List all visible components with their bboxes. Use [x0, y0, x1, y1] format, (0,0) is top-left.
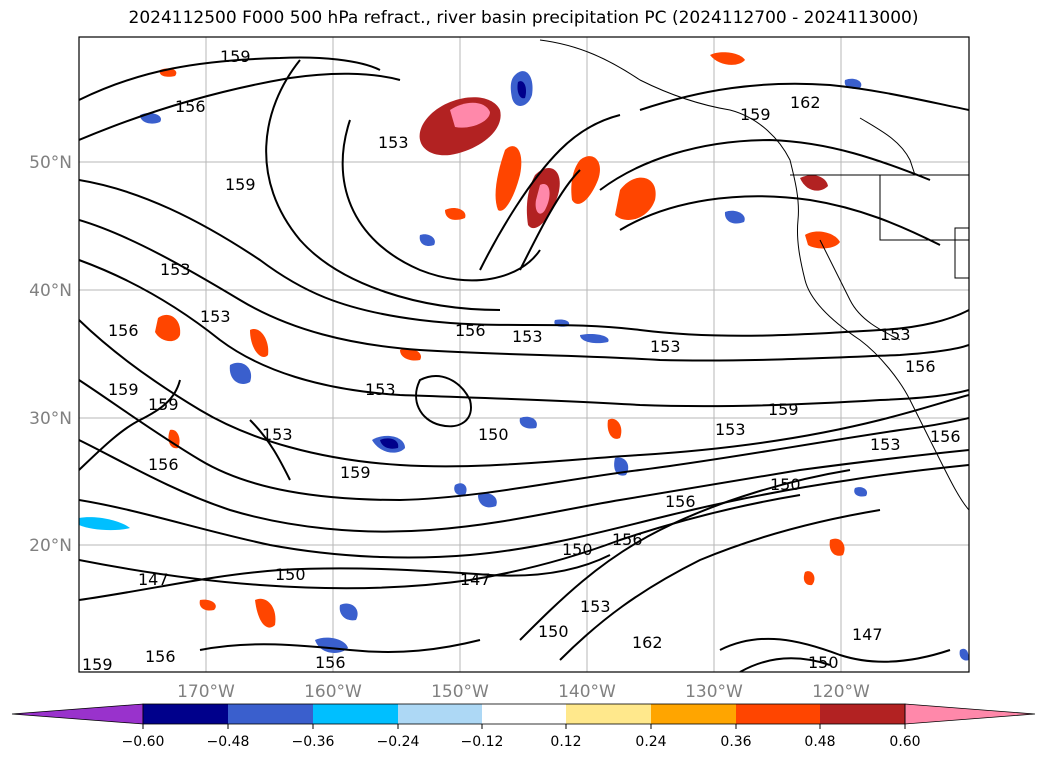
- latitude-labels: 50°N 40°N 30°N 20°N: [29, 153, 72, 556]
- lon-label-140w: 140°W: [558, 682, 616, 702]
- contour-label: 159: [148, 395, 179, 414]
- contour-label: 159: [740, 105, 771, 124]
- contour-label: 159: [108, 380, 139, 399]
- colorbar-segment: [820, 704, 905, 724]
- contour-label: 153: [365, 380, 396, 399]
- contour-label: 147: [852, 625, 883, 644]
- contour-label: 156: [612, 530, 643, 549]
- contour-label: 162: [790, 93, 821, 112]
- lon-label-160w: 160°W: [304, 682, 362, 702]
- colorbar-segment: [143, 704, 228, 724]
- colorbar-segment: [566, 704, 651, 724]
- colorbar-extend-max: [904, 703, 1036, 725]
- lon-label-120w: 120°W: [812, 682, 870, 702]
- contour-label: 159: [340, 463, 371, 482]
- contour-label: 153: [880, 325, 911, 344]
- contour-label: 150: [275, 565, 306, 584]
- colorbar-segment: [482, 704, 566, 724]
- contour-label: 162: [632, 633, 663, 652]
- contour-label: 150: [770, 475, 801, 494]
- refractivity-contours: [79, 56, 969, 672]
- contour-label: 156: [455, 321, 486, 340]
- coastlines: [539, 39, 969, 511]
- colorbar-tick-label: 0.48: [804, 734, 835, 750]
- contour-label: 159: [225, 175, 256, 194]
- contour-label: 153: [200, 307, 231, 326]
- precip-positive-areas: [155, 52, 845, 628]
- colorbar-tick-label: −0.24: [377, 734, 420, 750]
- colorbar-segment: [228, 704, 313, 724]
- colorbar-extend-min: [11, 703, 144, 725]
- colorbar-tick-label: 0.24: [635, 734, 666, 750]
- lat-label-20n: 20°N: [29, 536, 72, 556]
- contour-label: 153: [262, 425, 293, 444]
- map-title: 2024112500 F000 500 hPa refract., river …: [128, 8, 919, 28]
- contour-label: 153: [160, 260, 191, 279]
- colorbar-tick-label: −0.12: [461, 734, 504, 750]
- colorbar-tick-label: 0.12: [550, 734, 581, 750]
- colorbar-segment: [736, 704, 820, 724]
- contour-label: 156: [108, 321, 139, 340]
- colorbar-tick-label: 0.36: [720, 734, 751, 750]
- lon-label-150w: 150°W: [431, 682, 489, 702]
- lon-label-170w: 170°W: [177, 682, 235, 702]
- contour-label: 156: [315, 653, 346, 672]
- lat-label-50n: 50°N: [29, 153, 72, 173]
- contour-label: 156: [905, 357, 936, 376]
- colorbar-tick-label: 0.60: [889, 734, 920, 750]
- contour-label: 147: [138, 570, 169, 589]
- contour-label: 159: [82, 655, 113, 674]
- contour-label: 150: [478, 425, 509, 444]
- contour-label: 153: [870, 435, 901, 454]
- contour-labels: 159 156 153 159 153 153 156 153 156 159 …: [82, 47, 961, 674]
- contour-label: 156: [148, 455, 179, 474]
- lon-label-130w: 130°W: [685, 682, 743, 702]
- colorbar-ticks: [142, 724, 906, 729]
- contour-label: 156: [665, 492, 696, 511]
- contour-label: 150: [808, 653, 839, 672]
- colorbar-segment: [398, 704, 482, 724]
- colorbar-tick-label: −0.60: [122, 734, 165, 750]
- longitude-labels: 170°W 160°W 150°W 140°W 130°W 120°W: [177, 682, 870, 702]
- graticule: [79, 37, 969, 672]
- contour-label: 159: [768, 400, 799, 419]
- contour-label: 156: [930, 427, 961, 446]
- contour-label: 150: [562, 540, 593, 559]
- contour-label: 153: [580, 597, 611, 616]
- map-frame: [78, 36, 970, 673]
- contour-label: 147: [460, 570, 491, 589]
- contour-label: 159: [220, 47, 251, 66]
- contour-label: 153: [512, 327, 543, 346]
- colorbar-frame: [142, 703, 906, 725]
- lat-label-40n: 40°N: [29, 281, 72, 301]
- colorbar: −0.60 −0.48 −0.36 −0.24 −0.12 0.12 0.24 …: [11, 703, 1036, 750]
- contour-label: 156: [175, 97, 206, 116]
- colorbar-segment: [651, 704, 736, 724]
- contour-label: 153: [650, 337, 681, 356]
- contour-label: 150: [538, 622, 569, 641]
- colorbar-tick-label: −0.36: [292, 734, 335, 750]
- colorbar-tick-label: −0.48: [207, 734, 250, 750]
- contour-label: 153: [715, 420, 746, 439]
- contour-label: 156: [145, 647, 176, 666]
- colorbar-segment: [313, 704, 398, 724]
- lat-label-30n: 30°N: [29, 409, 72, 429]
- contour-label: 153: [378, 133, 409, 152]
